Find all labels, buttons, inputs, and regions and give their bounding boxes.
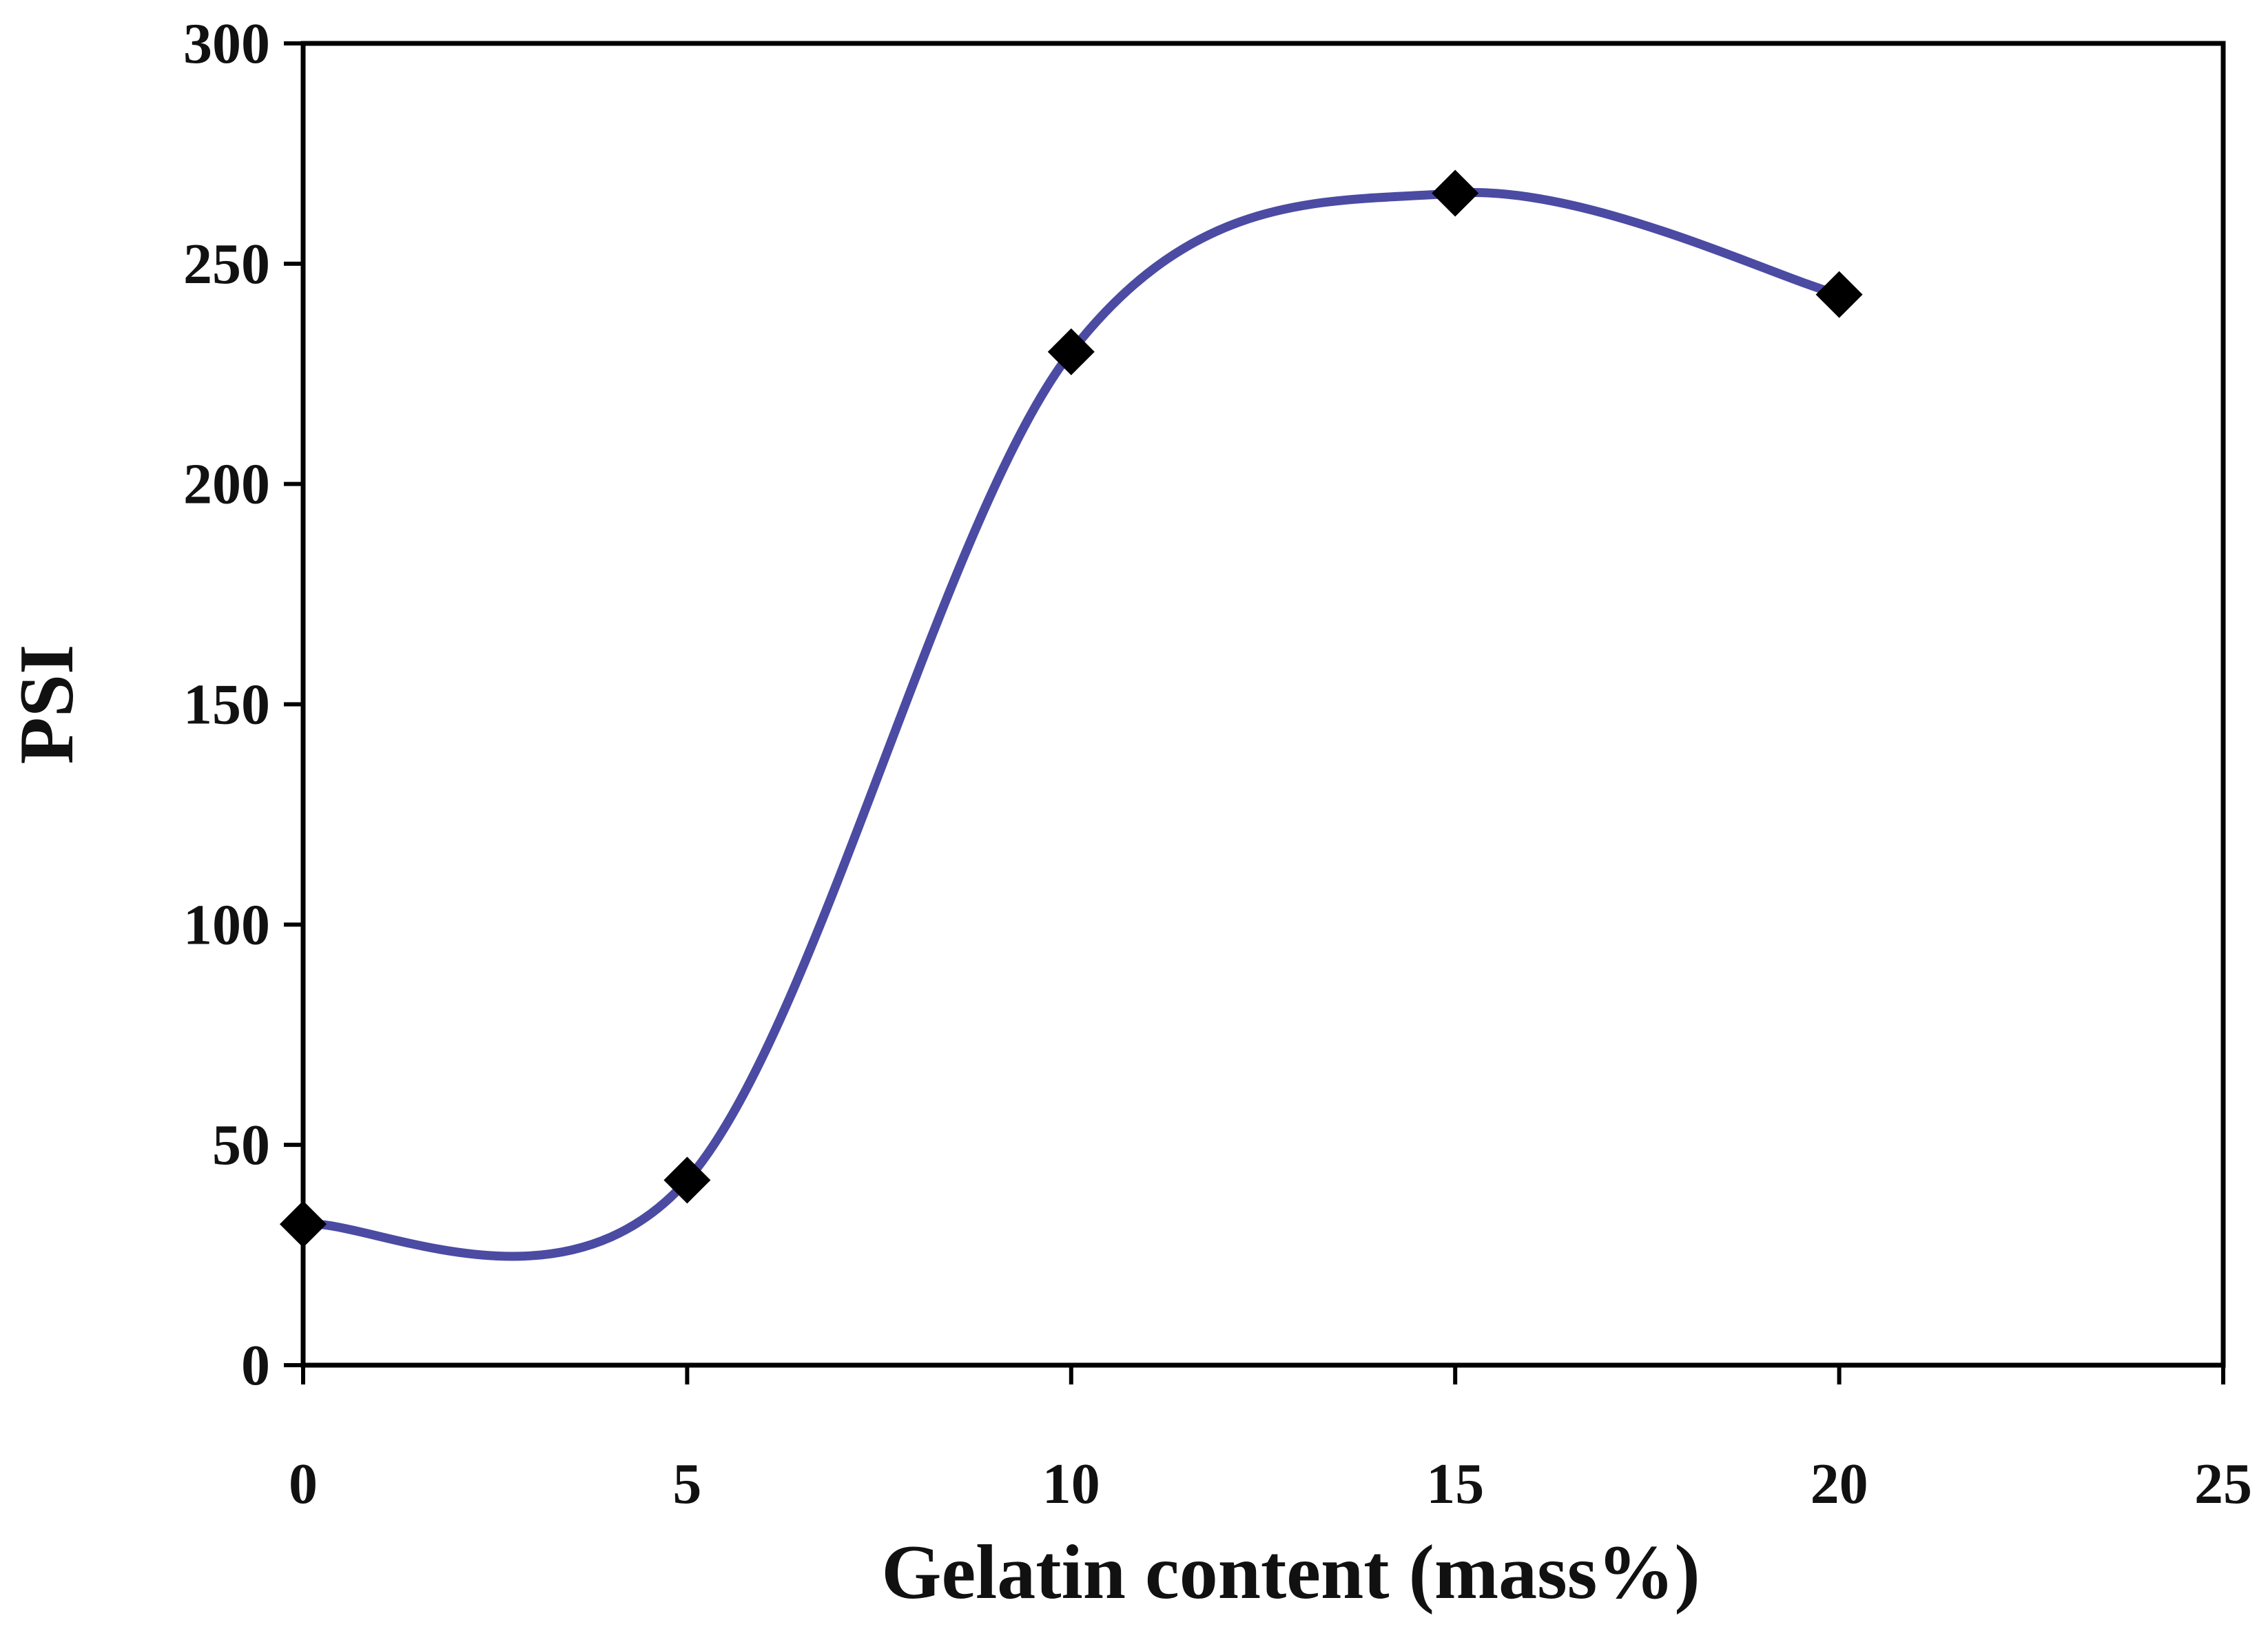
y-tick-label: 300 (183, 12, 270, 76)
x-tick-label: 15 (1426, 1452, 1484, 1516)
x-axis-ticks: 0 5 10 15 20 25 (289, 1365, 2252, 1516)
y-axis-title: PSI (4, 644, 90, 764)
y-tick-label: 250 (183, 232, 270, 296)
data-point-marker (663, 1156, 711, 1204)
y-tick-label: 0 (241, 1333, 270, 1398)
y-axis-ticks: 0 50 100 150 200 250 300 (183, 12, 303, 1398)
data-point-marker (1047, 328, 1095, 375)
x-tick-label: 0 (289, 1452, 318, 1516)
y-tick-label: 50 (212, 1113, 270, 1177)
series-line (298, 188, 1844, 1261)
x-tick-label: 25 (2194, 1452, 2252, 1516)
x-axis-title: Gelatin content (mass%) (881, 1530, 1700, 1615)
data-point-marker (1815, 271, 1863, 318)
marker-layer (280, 169, 1863, 1248)
y-tick-label: 200 (183, 453, 270, 517)
y-tick-label: 150 (183, 673, 270, 737)
plot-frame (300, 41, 2226, 1368)
x-tick-label: 10 (1042, 1452, 1100, 1516)
series-layer (298, 188, 1844, 1261)
x-tick-label: 5 (672, 1452, 701, 1516)
x-tick-label: 20 (1811, 1452, 1868, 1516)
y-tick-label: 100 (183, 893, 270, 957)
data-point-marker (1432, 169, 1479, 217)
